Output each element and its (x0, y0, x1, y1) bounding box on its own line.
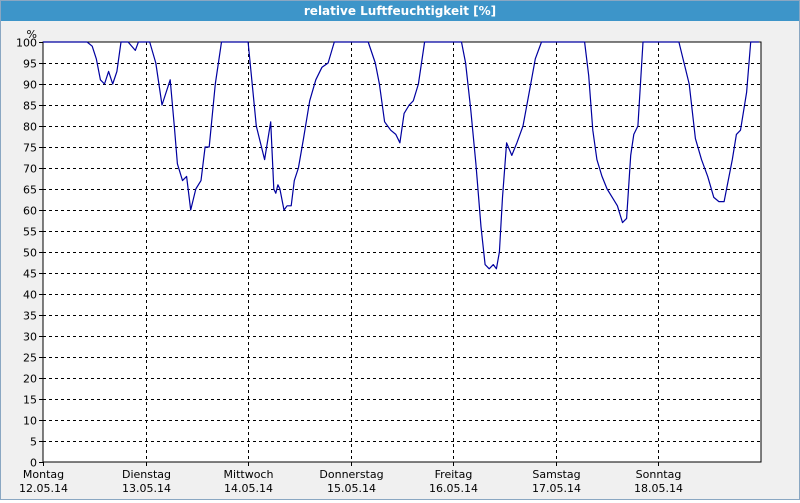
y-tick-label: 80 (23, 121, 37, 134)
y-tick-label: 30 (23, 331, 37, 344)
y-tick-label: 45 (23, 268, 37, 281)
x-tick-label-day: Samstag (532, 468, 580, 481)
y-tick-label: 15 (23, 394, 37, 407)
x-tick-label-date: 16.05.14 (429, 482, 478, 495)
x-tick-label-day: Mittwoch (224, 468, 274, 481)
y-tick-label: 90 (23, 79, 37, 92)
y-tick-label: 60 (23, 205, 37, 218)
y-tick-label: 65 (23, 184, 37, 197)
x-tick-label-day: Donnerstag (319, 468, 383, 481)
x-tick-label-date: 13.05.14 (122, 482, 171, 495)
y-axis-unit: % (27, 28, 37, 41)
y-tick-label: 35 (23, 310, 37, 323)
x-tick-label-day: Freitag (435, 468, 473, 481)
y-tick-label: 85 (23, 100, 37, 113)
x-tick-label-day: Dienstag (122, 468, 171, 481)
x-tick-label-date: 15.05.14 (327, 482, 376, 495)
y-tick-label: 25 (23, 352, 37, 365)
humidity-chart: 0 5 10 15 20 25 30 35 40 45 50 55 60 65 70 75 80 85 90 95 10… (16, 28, 762, 495)
window-title: relative Luftfeuchtigkeit [%] (1, 1, 799, 21)
humidity-line (43, 41, 759, 270)
y-tick-label: 50 (23, 247, 37, 260)
x-tick-label-date: 17.05.14 (532, 482, 581, 495)
y-tick-label: 95 (23, 58, 37, 71)
y-tick-label: 100 (16, 37, 37, 50)
chart-area: 0 5 10 15 20 25 30 35 40 45 50 55 60 65 70 75 80 85 90 95 10… (1, 21, 799, 499)
plot-area (42, 41, 762, 463)
x-tick-label-date: 18.05.14 (634, 482, 683, 495)
y-tick-label: 5 (30, 436, 37, 449)
x-tick-label-day: Sonntag (636, 468, 682, 481)
y-tick-label: 75 (23, 142, 37, 155)
y-tick-label: 20 (23, 373, 37, 386)
x-tick-label-day: Montag (23, 468, 64, 481)
y-tick-label: 55 (23, 226, 37, 239)
y-tick-label: 10 (23, 415, 37, 428)
y-tick-label: 40 (23, 289, 37, 302)
y-tick-label: 70 (23, 163, 37, 176)
x-tick-label-date: 12.05.14 (19, 482, 68, 495)
x-tick-label-date: 14.05.14 (224, 482, 273, 495)
y-tick-label: 0 (30, 457, 37, 470)
